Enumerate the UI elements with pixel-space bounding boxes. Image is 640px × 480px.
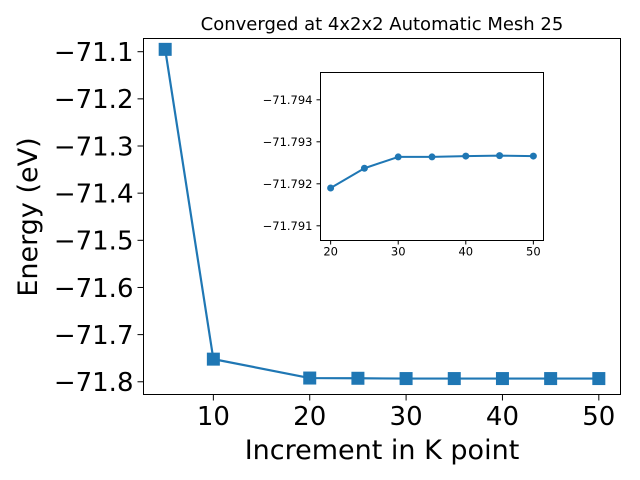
inset-y-tick-label: −71.792 (263, 177, 313, 191)
main-data-point (351, 371, 365, 385)
inset-y-axis-ticks: −71.794 −71.793 −71.792 −71.791 (263, 93, 321, 233)
inset-x-tick-label: 50 (526, 244, 541, 258)
inset-plot-frame (320, 72, 544, 241)
inset-data-point (327, 184, 335, 192)
main-y-tick-label: −71.8 (54, 368, 134, 398)
main-y-tick-label: −71.2 (54, 85, 134, 115)
inset-chart: 20 30 40 50 −71.794 −71.793 −71.792 −71.791 (263, 72, 544, 258)
main-chart: Converged at 4x2x2 Automatic Mesh 25 10 2… (13, 14, 621, 466)
inset-data-point (462, 152, 470, 160)
main-x-tick-label: 50 (582, 402, 615, 432)
main-plot-frame (143, 38, 621, 395)
main-data-point (158, 42, 172, 56)
main-data-point (495, 372, 509, 386)
inset-data-point (394, 153, 402, 161)
inset-x-axis-ticks: 20 30 40 50 (323, 240, 541, 258)
chart-title: Converged at 4x2x2 Automatic Mesh 25 (201, 14, 564, 35)
inset-data-point (496, 152, 504, 160)
main-data-point (544, 372, 558, 386)
inset-x-tick-label: 20 (323, 244, 338, 258)
main-x-tick-label: 40 (486, 402, 519, 432)
main-y-tick-label: −71.7 (54, 321, 134, 351)
main-y-tick-label: −71.6 (54, 274, 134, 304)
main-x-tick-label: 30 (390, 402, 423, 432)
main-y-tick-label: −71.5 (54, 227, 134, 257)
main-data-point (447, 372, 461, 386)
main-plot-marks (158, 42, 606, 386)
inset-y-tick-label: −71.793 (263, 135, 313, 149)
main-data-point (592, 372, 606, 386)
inset-x-tick-label: 30 (391, 244, 406, 258)
main-data-point (303, 371, 317, 385)
x-axis-label: Increment in K point (245, 435, 520, 466)
main-data-point (399, 372, 413, 386)
inset-x-tick-label: 40 (458, 244, 473, 258)
main-x-tick-label: 10 (197, 402, 230, 432)
main-data-point (206, 352, 220, 366)
main-y-axis-ticks: −71.8 −71.7 −71.6 −71.5 −71.4 −71.3 −71.2 −71.1 (54, 38, 144, 398)
main-y-tick-label: −71.3 (54, 132, 134, 162)
inset-data-point (360, 164, 368, 172)
main-x-tick-label: 20 (293, 402, 326, 432)
y-axis-label: Energy (eV) (13, 137, 44, 296)
main-y-tick-label: −71.4 (54, 180, 134, 210)
inset-y-tick-label: −71.794 (263, 93, 313, 107)
inset-data-point (529, 152, 537, 160)
inset-plot-marks (327, 152, 537, 192)
inset-y-tick-label: −71.791 (263, 219, 313, 233)
inset-data-point (428, 153, 436, 161)
main-y-tick-label: −71.1 (54, 38, 134, 68)
main-x-axis-ticks: 10 20 30 40 50 (197, 394, 615, 432)
